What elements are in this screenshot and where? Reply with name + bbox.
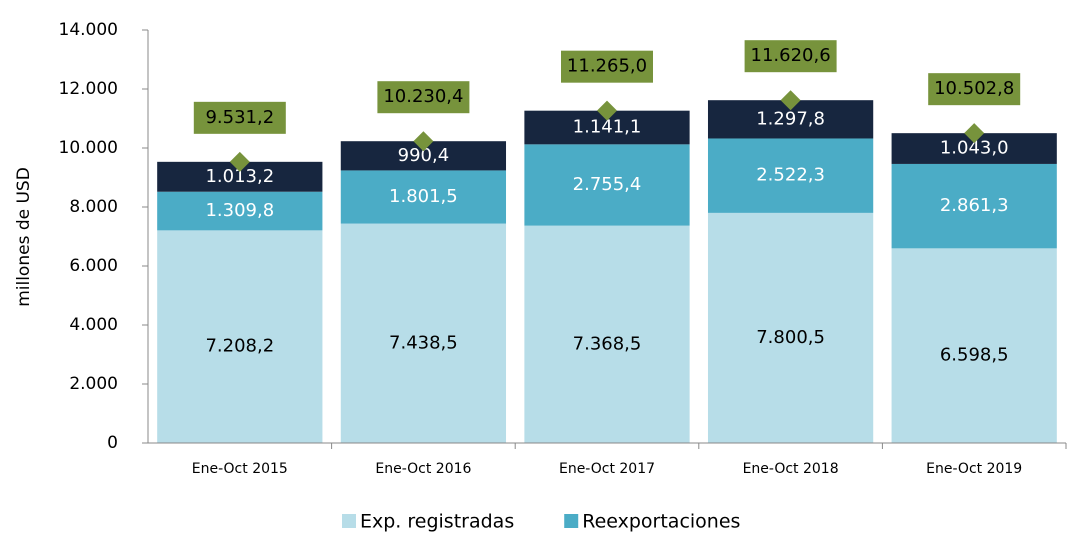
x-tick-label: Ene-Oct 2017 <box>559 461 655 477</box>
bar-segment <box>157 191 323 231</box>
total-label-box <box>561 50 653 83</box>
data-label: 990,4 <box>398 145 450 166</box>
legend-swatch <box>342 514 356 528</box>
bar-segment <box>524 144 690 226</box>
total-label-box <box>193 101 286 134</box>
total-marker <box>597 100 617 121</box>
total-label-box <box>744 40 837 73</box>
data-label: 2.522,3 <box>756 165 825 186</box>
y-tick-label: 14.000 <box>59 20 118 40</box>
y-tick-label: 6.000 <box>69 256 118 276</box>
y-tick-label: 12.000 <box>59 79 118 99</box>
bar-segment <box>524 225 690 443</box>
y-tick-label: 0 <box>107 433 118 453</box>
data-label: 7.438,5 <box>389 332 458 353</box>
x-tick-label: Ene-Oct 2016 <box>375 461 471 477</box>
bar-segment <box>891 248 1057 443</box>
x-tick-label: Ene-Oct 2018 <box>743 461 839 477</box>
data-label: 1.309,8 <box>205 200 274 221</box>
data-label: 2.755,4 <box>573 174 642 195</box>
bar-segment <box>340 223 507 443</box>
total-label: 10.502,8 <box>934 78 1014 99</box>
bar-segment <box>340 170 507 224</box>
total-marker <box>964 123 985 144</box>
data-label: 7.368,5 <box>573 333 642 354</box>
legend-swatch <box>564 514 579 528</box>
bar-segment <box>157 230 323 443</box>
y-tick-label: 10.000 <box>59 138 118 158</box>
total-marker <box>229 151 250 172</box>
total-marker <box>780 90 801 111</box>
y-tick-label: 2.000 <box>69 374 118 394</box>
bar-segment <box>707 138 874 213</box>
data-label: 1.043,0 <box>940 138 1009 159</box>
y-tick-label: 8.000 <box>69 197 118 217</box>
total-label-box <box>377 81 470 114</box>
total-label: 11.620,6 <box>751 45 831 66</box>
data-label: 1.801,5 <box>389 186 458 207</box>
y-axis-label: millones de USD <box>14 167 34 307</box>
total-label-box <box>928 73 1021 106</box>
data-label: 7.208,2 <box>205 336 274 357</box>
total-label: 11.265,0 <box>567 56 647 77</box>
data-label: 1.141,1 <box>573 117 642 138</box>
data-label: 7.800,5 <box>756 327 825 348</box>
legend-label: Exp. registradas <box>360 511 514 533</box>
y-tick-label: 4.000 <box>69 315 118 335</box>
bar-segment <box>891 163 1057 249</box>
x-tick-label: Ene-Oct 2015 <box>192 461 288 477</box>
x-tick-label: Ene-Oct 2019 <box>926 461 1022 477</box>
total-label: 10.230,4 <box>383 86 463 107</box>
data-label: 6.598,5 <box>940 345 1009 366</box>
legend-label: Reexportaciones <box>582 511 740 533</box>
data-label: 1.013,2 <box>205 166 274 187</box>
data-label: 1.297,8 <box>756 108 825 129</box>
data-label: 2.861,3 <box>940 195 1009 216</box>
total-marker <box>413 131 434 152</box>
total-label: 9.531,2 <box>205 107 274 128</box>
bar-segment <box>707 212 874 443</box>
